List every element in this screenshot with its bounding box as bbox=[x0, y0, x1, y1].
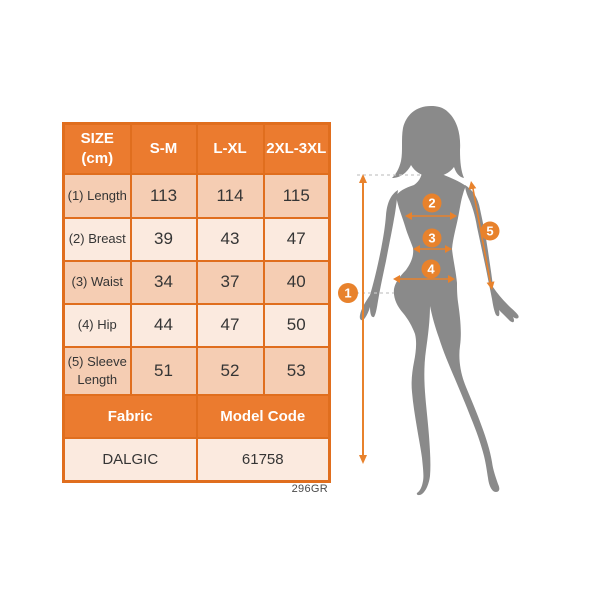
table-footer-value-row: DALGIC 61758 bbox=[62, 436, 331, 483]
breast-sm-value: 39 bbox=[129, 216, 198, 262]
svg-text:1: 1 bbox=[344, 286, 351, 301]
marker-3: 3 bbox=[422, 228, 442, 248]
hip-2xl3xl-value: 50 bbox=[262, 302, 331, 348]
header-l-xl: L-XL bbox=[195, 122, 265, 175]
fabric-value: DALGIC bbox=[62, 436, 198, 483]
svg-text:3: 3 bbox=[428, 231, 435, 246]
length-lxl-value: 114 bbox=[195, 172, 265, 219]
hip-sm-value: 44 bbox=[129, 302, 198, 348]
svg-text:2: 2 bbox=[428, 196, 435, 211]
svg-text:4: 4 bbox=[427, 262, 435, 277]
marker-1: 1 bbox=[338, 283, 358, 303]
length-2xl3xl-value: 115 bbox=[262, 172, 331, 219]
breast-2xl3xl-value: 47 bbox=[262, 216, 331, 262]
silhouette-hair bbox=[392, 106, 464, 178]
sleeve-2xl3xl-value: 53 bbox=[262, 345, 331, 396]
hip-arrow bbox=[393, 275, 455, 283]
silhouette-right-arm bbox=[465, 185, 519, 323]
sleeve-sm-value: 51 bbox=[129, 345, 198, 396]
waist-2xl3xl-value: 40 bbox=[262, 259, 331, 305]
table-row-hip: (4) Hip 44 47 50 bbox=[62, 302, 331, 348]
row-label-sleeve-length: (5) Sleeve Length bbox=[62, 345, 132, 396]
waist-arrow bbox=[413, 245, 452, 253]
table-footer-header-row: Fabric Model Code bbox=[62, 393, 331, 439]
waist-sm-value: 34 bbox=[129, 259, 198, 305]
table-row-sleeve-length: (5) Sleeve Length 51 52 53 bbox=[62, 345, 331, 396]
model-code-value: 61758 bbox=[195, 436, 331, 483]
breast-lxl-value: 43 bbox=[195, 216, 265, 262]
marker-5: 5 bbox=[480, 221, 500, 241]
hip-lxl-value: 47 bbox=[195, 302, 265, 348]
table-row-waist: (3) Waist 34 37 40 bbox=[62, 259, 331, 305]
row-label-hip: (4) Hip bbox=[62, 302, 132, 348]
svg-text:5: 5 bbox=[486, 224, 493, 239]
row-label-waist: (3) Waist bbox=[62, 259, 132, 305]
row-label-breast: (2) Breast bbox=[62, 216, 132, 262]
table-row-breast: (2) Breast 39 43 47 bbox=[62, 216, 331, 262]
silhouette-left-arm bbox=[359, 190, 398, 321]
header-size-cm: SIZE (cm) bbox=[62, 122, 132, 175]
marker-4: 4 bbox=[421, 259, 441, 279]
row-label-length: (1) Length bbox=[62, 172, 132, 219]
table-row-length: (1) Length 113 114 115 bbox=[62, 172, 331, 219]
header-fabric: Fabric bbox=[62, 393, 198, 439]
size-table: SIZE (cm) S-M L-XL 2XL-3XL (1) Length 11… bbox=[62, 122, 331, 483]
size-table-header-row: SIZE (cm) S-M L-XL 2XL-3XL bbox=[62, 122, 331, 175]
header-s-m: S-M bbox=[129, 122, 198, 175]
marker-2: 2 bbox=[422, 193, 442, 213]
weight-note: 296GR bbox=[291, 483, 328, 495]
length-sm-value: 113 bbox=[129, 172, 198, 219]
sleeve-lxl-value: 52 bbox=[195, 345, 265, 396]
header-2xl-3xl: 2XL-3XL bbox=[262, 122, 331, 175]
length-arrow bbox=[359, 174, 367, 464]
header-model-code: Model Code bbox=[195, 393, 331, 439]
waist-lxl-value: 37 bbox=[195, 259, 265, 305]
breast-arrow bbox=[405, 212, 457, 220]
